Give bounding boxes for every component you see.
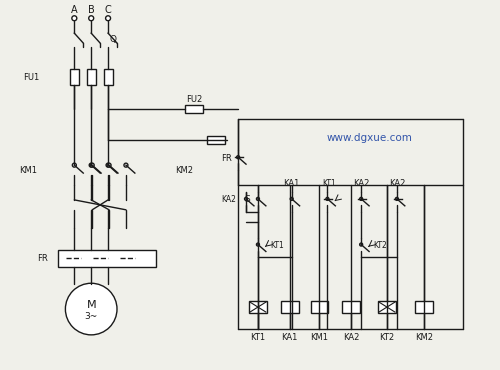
Text: KM1: KM1 [310,333,328,342]
Circle shape [72,163,76,167]
Text: KA1: KA1 [282,333,298,342]
Text: Q: Q [110,35,116,44]
Text: FR: FR [37,254,48,263]
Circle shape [124,163,128,167]
Circle shape [290,198,293,201]
Circle shape [360,243,362,246]
Circle shape [396,198,398,201]
Text: B: B [88,5,94,15]
Bar [208,137,225,144]
Bar [310,301,328,313]
Circle shape [106,163,110,167]
Text: KT2: KT2 [380,333,394,342]
Bar [378,301,396,313]
Text: KM2: KM2 [414,333,432,342]
Circle shape [256,243,260,246]
Text: A: A [71,5,78,15]
Circle shape [326,198,329,201]
Circle shape [107,163,111,167]
Text: S: S [244,195,250,204]
Text: KA2: KA2 [343,333,359,342]
Bar [70,69,80,85]
Text: KT1: KT1 [322,178,336,188]
Circle shape [89,163,93,167]
Text: M: M [86,300,96,310]
Bar [249,301,267,313]
Circle shape [72,16,77,21]
Bar [186,105,204,112]
Circle shape [360,198,362,201]
Bar [104,69,113,85]
Text: KT1: KT1 [250,333,266,342]
Text: 3~: 3~ [84,312,98,320]
Text: FU2: FU2 [186,95,202,104]
Text: KA2: KA2 [221,195,236,204]
Text: www.dgxue.com: www.dgxue.com [326,133,412,143]
Bar [58,249,156,268]
Text: KT1: KT1 [270,241,283,250]
Circle shape [244,198,248,201]
Circle shape [256,198,260,201]
Text: KT2: KT2 [373,241,387,250]
Circle shape [106,16,110,21]
Bar [415,301,432,313]
Bar [342,301,360,313]
Circle shape [236,156,240,159]
Text: KM2: KM2 [176,166,194,175]
Text: FR: FR [222,154,232,163]
Circle shape [88,16,94,21]
Text: KA2: KA2 [353,178,370,188]
Text: FU1: FU1 [24,73,40,82]
Text: KA2: KA2 [388,178,405,188]
Text: KM1: KM1 [20,166,38,175]
Bar [87,69,96,85]
Text: KA1: KA1 [284,178,300,188]
Text: C: C [104,5,112,15]
Bar [281,301,298,313]
Circle shape [90,163,94,167]
Circle shape [66,283,117,335]
